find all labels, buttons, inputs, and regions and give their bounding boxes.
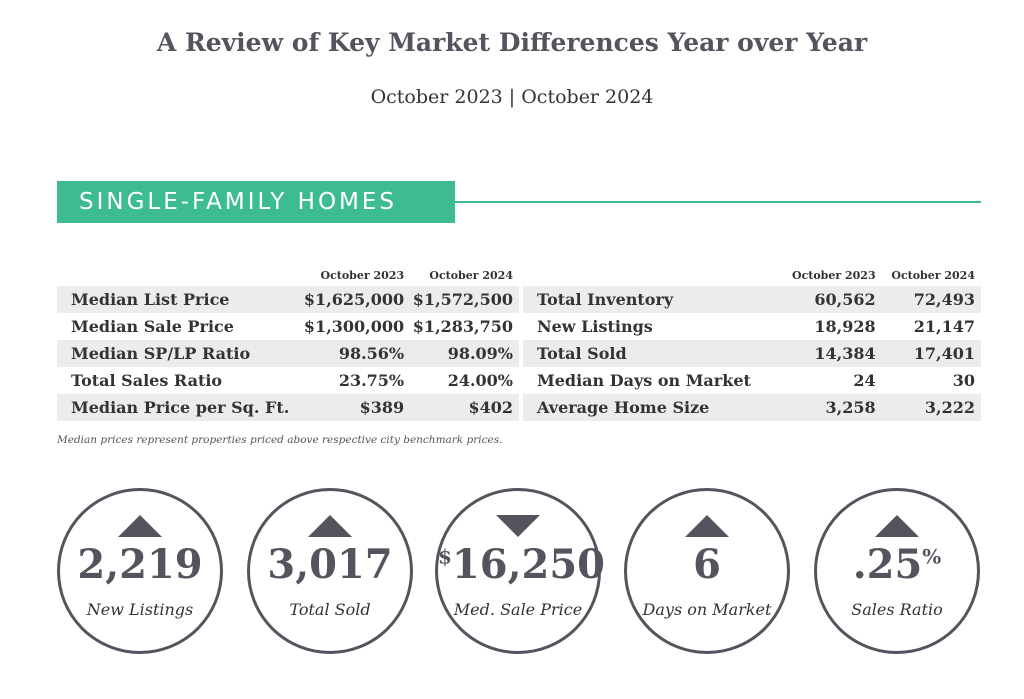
stat-circle: 2,219 New Listings bbox=[57, 488, 223, 654]
section-divider bbox=[455, 201, 981, 203]
cell-value: $1,283,750 bbox=[412, 317, 513, 336]
cell-value: 98.09% bbox=[410, 340, 519, 367]
column-header: October 2023 bbox=[320, 269, 405, 282]
column-header: October 2024 bbox=[891, 269, 975, 282]
table-row: New Listings 18,928 21,147 bbox=[523, 313, 981, 340]
row-label: Median SP/LP Ratio bbox=[57, 340, 302, 367]
row-label: Total Sold bbox=[523, 340, 783, 367]
cell-value: 98.56% bbox=[301, 340, 411, 367]
table-row: Median Price per Sq. Ft. $389 $402 bbox=[57, 394, 519, 421]
cell-value: 24.00% bbox=[447, 371, 513, 390]
cell-value: 17,401 bbox=[881, 340, 981, 367]
cell-value: 21,147 bbox=[913, 317, 975, 336]
cell-value: $1,625,000 bbox=[301, 286, 411, 313]
table-row: Median SP/LP Ratio 98.56% 98.09% bbox=[57, 340, 519, 367]
stat-label: Total Sold bbox=[289, 600, 371, 619]
footnote: Median prices represent properties price… bbox=[57, 434, 503, 446]
triangle-up-icon bbox=[875, 515, 919, 537]
stat-value: 2,219 bbox=[77, 541, 203, 588]
cell-value: 60,562 bbox=[782, 286, 882, 313]
stat-value: .25% bbox=[852, 541, 942, 588]
table-row: Median Days on Market 24 30 bbox=[523, 367, 981, 394]
cell-value: $389 bbox=[301, 394, 411, 421]
triangle-up-icon bbox=[118, 515, 162, 537]
row-label: New Listings bbox=[537, 317, 653, 336]
stat-label: Days on Market bbox=[642, 600, 772, 619]
cell-value: 24 bbox=[853, 371, 876, 390]
column-header: October 2024 bbox=[429, 269, 513, 282]
left-stats-table: October 2023 October 2024 Median List Pri… bbox=[57, 262, 519, 421]
cell-value: 3,258 bbox=[782, 394, 882, 421]
stat-value: $16,250 bbox=[438, 541, 606, 588]
cell-value: $402 bbox=[410, 394, 519, 421]
table-row: Total Sold 14,384 17,401 bbox=[523, 340, 981, 367]
cell-value: $1,572,500 bbox=[410, 286, 519, 313]
column-header: October 2023 bbox=[791, 269, 876, 282]
stat-circle: 6 Days on Market bbox=[624, 488, 790, 654]
row-label: Median Days on Market bbox=[537, 371, 751, 390]
triangle-down-icon bbox=[496, 515, 540, 537]
stat-value: 6 bbox=[693, 541, 721, 588]
cell-value: 72,493 bbox=[881, 286, 981, 313]
table-row: Total Sales Ratio 23.75% 24.00% bbox=[57, 367, 519, 394]
stat-circle: $16,250 Med. Sale Price bbox=[435, 488, 606, 654]
row-label: Median Sale Price bbox=[71, 317, 234, 336]
row-label: Median Price per Sq. Ft. bbox=[57, 394, 302, 421]
row-label: Average Home Size bbox=[523, 394, 783, 421]
stat-circle: .25% Sales Ratio bbox=[814, 488, 980, 654]
stat-label: Med. Sale Price bbox=[453, 600, 583, 619]
row-label: Total Sales Ratio bbox=[71, 371, 223, 390]
cell-value: 23.75% bbox=[338, 371, 405, 390]
table-row: Median Sale Price $1,300,000 $1,283,750 bbox=[57, 313, 519, 340]
section-banner: SINGLE-FAMILY HOMES bbox=[57, 181, 455, 223]
cell-value: 18,928 bbox=[814, 317, 876, 336]
stat-label: New Listings bbox=[86, 600, 194, 619]
page-title: A Review of Key Market Differences Year … bbox=[156, 28, 868, 57]
page-subtitle: October 2023 | October 2024 bbox=[370, 86, 654, 108]
table-row: Median List Price $1,625,000 $1,572,500 bbox=[57, 286, 519, 313]
row-label: Median List Price bbox=[57, 286, 302, 313]
stat-label: Sales Ratio bbox=[851, 600, 943, 619]
table-row: Total Inventory 60,562 72,493 bbox=[523, 286, 981, 313]
triangle-up-icon bbox=[685, 515, 729, 537]
cell-value: 3,222 bbox=[881, 394, 981, 421]
table-row: Average Home Size 3,258 3,222 bbox=[523, 394, 981, 421]
cell-value: 30 bbox=[952, 371, 975, 390]
cell-value: $1,300,000 bbox=[303, 317, 405, 336]
stat-value: 3,017 bbox=[267, 541, 393, 588]
row-label: Total Inventory bbox=[523, 286, 783, 313]
stat-circle: 3,017 Total Sold bbox=[247, 488, 413, 654]
cell-value: 14,384 bbox=[782, 340, 882, 367]
triangle-up-icon bbox=[308, 515, 352, 537]
right-stats-table: October 2023 October 2024 Total Inventory… bbox=[523, 262, 981, 421]
